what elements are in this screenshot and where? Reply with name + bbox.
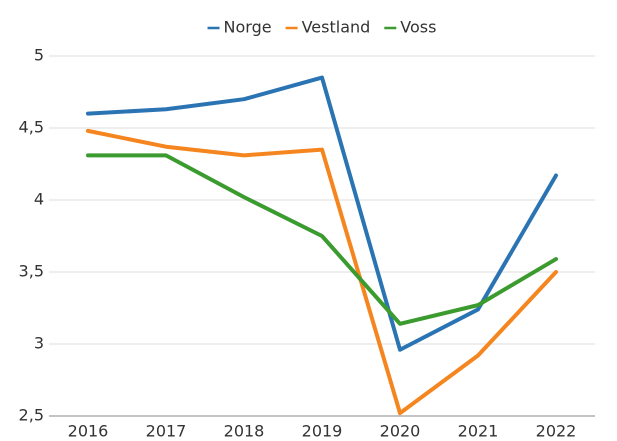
y-tick-label: 4,5 — [19, 118, 44, 137]
x-tick-label: 2019 — [302, 422, 343, 441]
legend-label: Norge — [224, 18, 272, 37]
x-tick-label: 2018 — [224, 422, 265, 441]
line-series — [86, 128, 558, 416]
x-tick-label: 2017 — [146, 422, 187, 441]
y-tick-label: 2,5 — [19, 406, 44, 425]
y-tick-label: 3,5 — [19, 262, 44, 281]
legend-label: Voss — [400, 18, 436, 37]
legend-label: Vestland — [302, 18, 371, 37]
x-tick-label: 2020 — [380, 422, 421, 441]
line-series — [86, 75, 558, 352]
y-tick-label: 5 — [34, 46, 44, 65]
line-series — [86, 153, 558, 326]
x-tick-label: 2016 — [68, 422, 109, 441]
legend: Norge Vestland Voss — [207, 18, 436, 37]
y-tick-label: 4 — [34, 190, 44, 209]
x-tick-label: 2022 — [536, 422, 577, 441]
y-tick-label: 3 — [34, 334, 44, 353]
x-tick-label: 2021 — [458, 422, 499, 441]
